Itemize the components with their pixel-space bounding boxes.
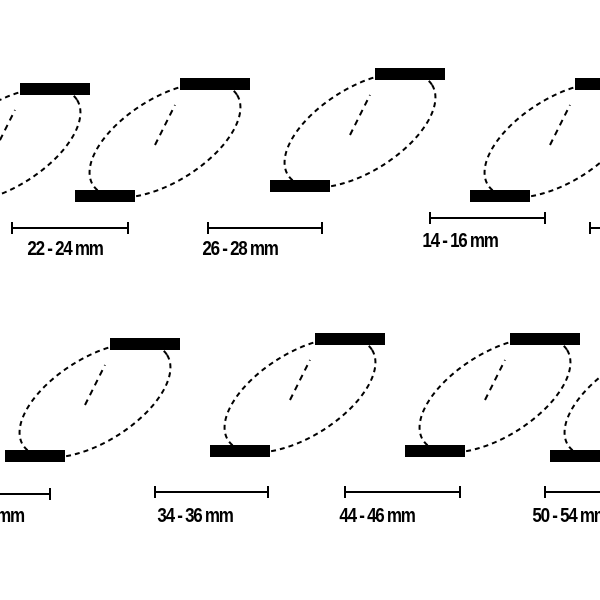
axis-line (84, 364, 106, 406)
top-bar (375, 68, 445, 80)
ring-outline (418, 336, 572, 454)
bottom-bar (550, 450, 600, 462)
bottom-bar (470, 190, 530, 202)
top-bar (315, 333, 385, 345)
ring-outline (0, 86, 82, 204)
bottom-bar (75, 190, 135, 202)
ring-label: 44 - 46 mm (339, 505, 415, 527)
ring-outline (88, 81, 242, 199)
ring-outline (18, 341, 172, 459)
ring-label: mm (0, 505, 25, 527)
axis-line (549, 104, 571, 146)
top-bar (575, 78, 600, 90)
ring-label: 26 - 28 mm (202, 238, 278, 260)
ring-label: 50 - 54 mm (532, 505, 600, 527)
top-bar (20, 83, 90, 95)
ring-label: 22 - 24 mm (27, 238, 103, 260)
ring-outline (223, 336, 377, 454)
bottom-bar (270, 180, 330, 192)
ring-outline (283, 71, 437, 189)
top-bar (180, 78, 250, 90)
ring-label: 14 - 16 mm (422, 230, 498, 252)
axis-line (484, 359, 506, 401)
bottom-bar (405, 445, 465, 457)
bottom-bar (5, 450, 65, 462)
top-bar (110, 338, 180, 350)
ring-label: 34 - 36 mm (157, 505, 233, 527)
axis-line (289, 359, 311, 401)
top-bar (510, 333, 580, 345)
axis-line (0, 109, 16, 143)
axis-line (349, 94, 371, 136)
axis-line (154, 104, 176, 146)
ring-outline (483, 81, 600, 199)
bottom-bar (210, 445, 270, 457)
